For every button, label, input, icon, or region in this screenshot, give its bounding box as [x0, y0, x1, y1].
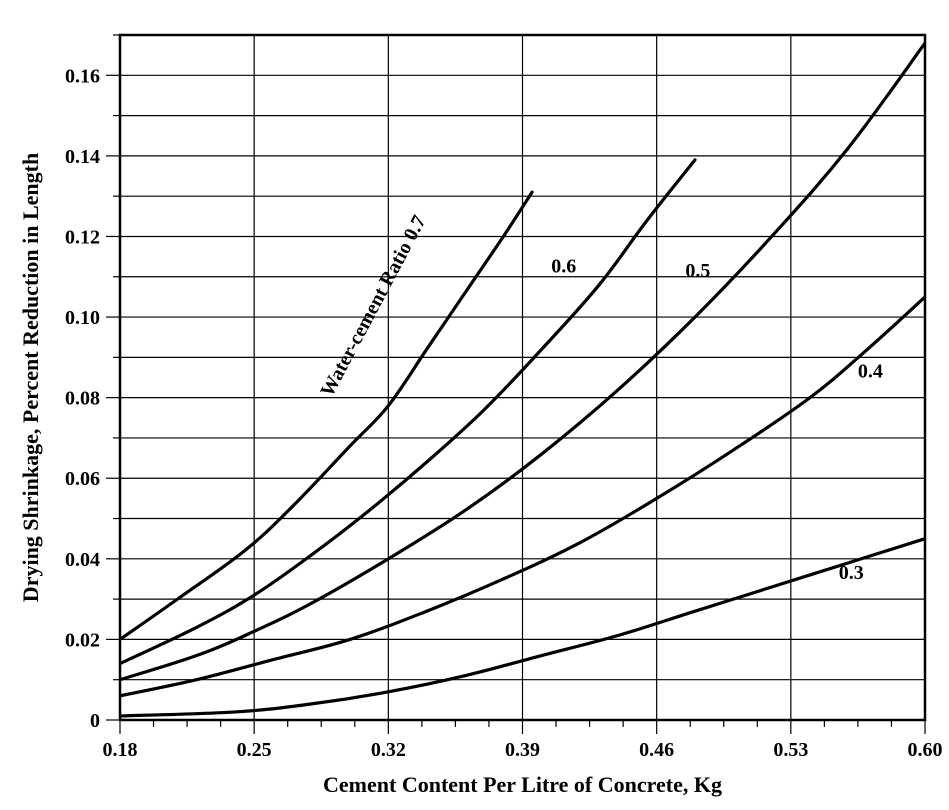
y-tick-label: 0.12 [65, 226, 100, 248]
series-label-wc_0.6: 0.6 [551, 256, 576, 278]
x-tick-label: 0.60 [908, 739, 943, 761]
y-axis-label: Drying Shrinkage, Percent Reduction in L… [18, 153, 43, 602]
y-tick-label: 0.02 [65, 629, 100, 651]
y-tick-label: 0 [90, 710, 100, 732]
x-tick-label: 0.32 [371, 739, 406, 761]
shrinkage-chart: 0.18 0.25 0.32 0.39 0.46 0.53 0.60 0 0.02 0.04 0.0… [0, 0, 949, 810]
y-tick-label: 0.04 [65, 549, 100, 571]
x-tick-label: 0.25 [237, 739, 272, 761]
y-tick-label: 0.16 [65, 65, 100, 87]
x-tick-label: 0.46 [639, 739, 674, 761]
x-tick-label: 0.53 [773, 739, 808, 761]
y-tick-label: 0.06 [65, 468, 100, 490]
y-tick-label: 0.14 [65, 146, 100, 168]
x-tick-label: 0.39 [505, 739, 540, 761]
series-label-wc_0.5: 0.5 [685, 260, 710, 282]
series-label-wc_0.4: 0.4 [858, 361, 883, 383]
chart-svg: 0.18 0.25 0.32 0.39 0.46 0.53 0.60 0 0.02 0.04 0.0… [0, 0, 949, 810]
x-axis-label: Cement Content Per Litre of Concrete, Kg [323, 772, 722, 797]
series-label-wc_0.3: 0.3 [839, 562, 864, 584]
y-tick-label: 0.08 [65, 388, 100, 410]
x-tick-label: 0.18 [103, 739, 138, 761]
y-tick-label: 0.10 [65, 307, 100, 329]
